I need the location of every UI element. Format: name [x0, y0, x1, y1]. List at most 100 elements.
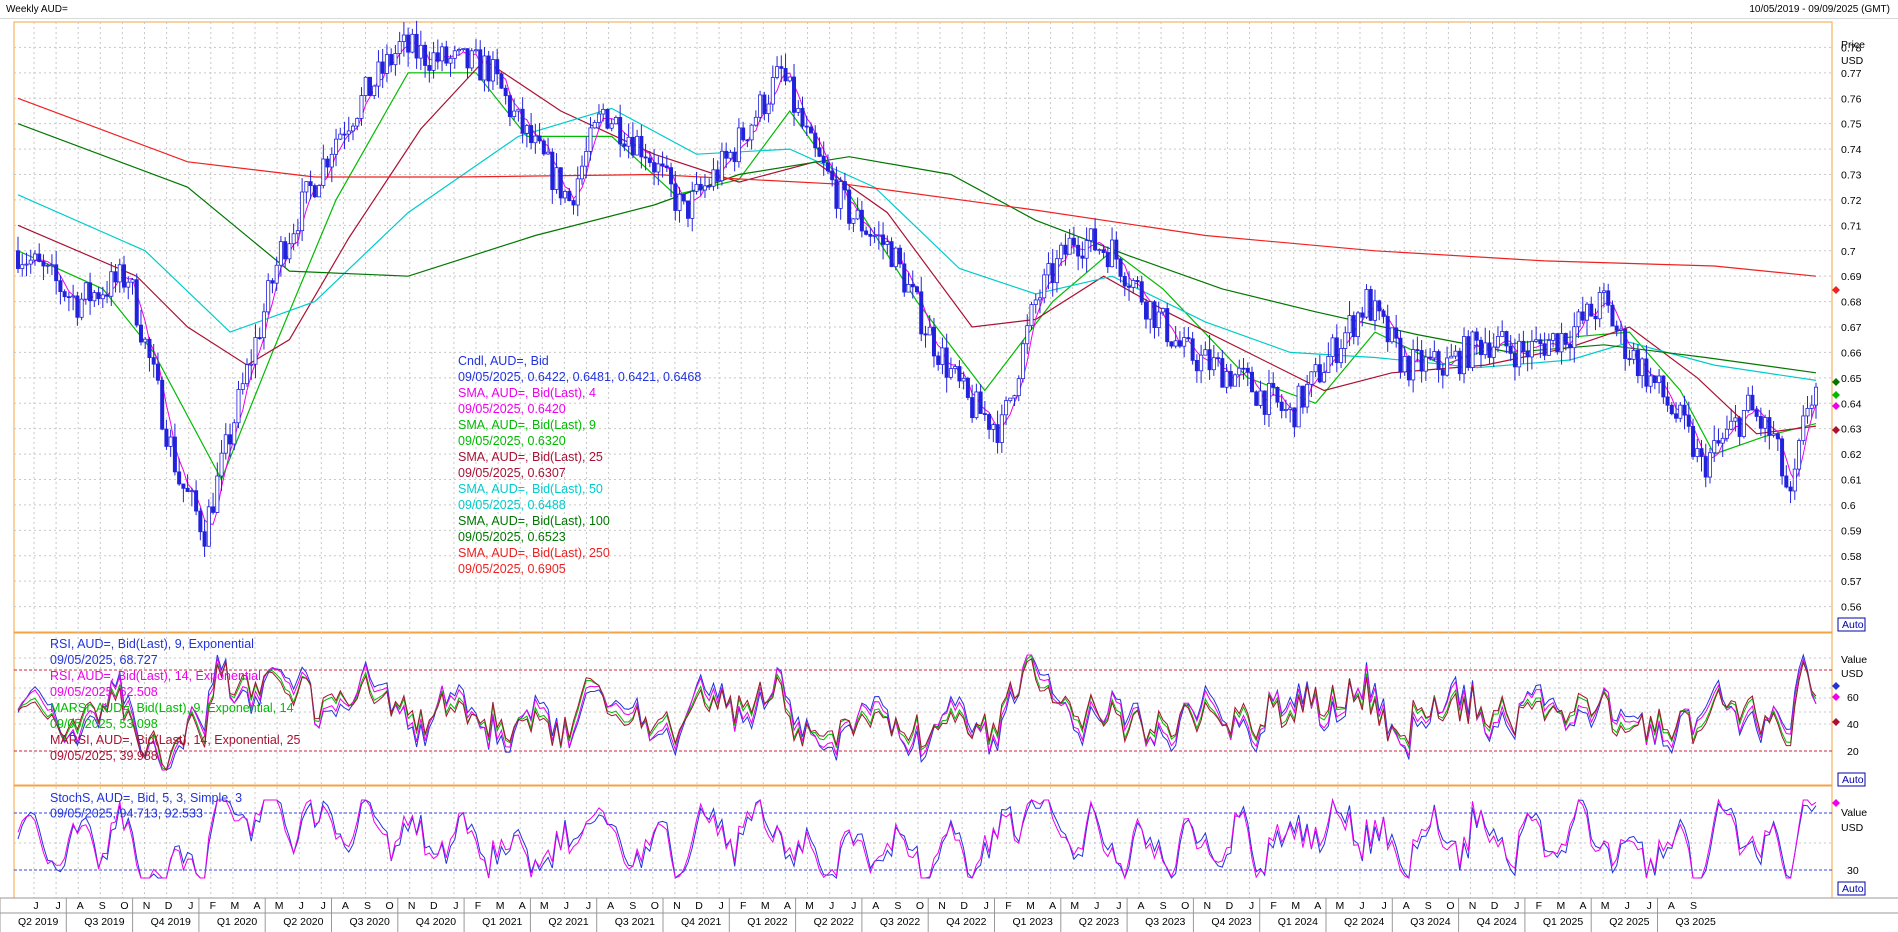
price-tick-label: 0.71 [1841, 220, 1862, 232]
candle-body [613, 117, 618, 125]
candle-body [1118, 258, 1123, 277]
price-tick-label: 0.57 [1841, 576, 1862, 588]
candle-body [372, 85, 377, 96]
candle-body [198, 510, 203, 533]
candle-body [919, 291, 924, 335]
candle-body [151, 357, 156, 365]
candle-body [223, 434, 228, 454]
candle-body [418, 44, 423, 59]
candle-body [1339, 348, 1344, 364]
month-label: S [99, 900, 106, 912]
candle-body [1169, 341, 1174, 347]
candle-body [274, 264, 279, 284]
svg-text:Auto: Auto [1842, 619, 1864, 631]
candle-body [1313, 364, 1318, 373]
month-label: M [1557, 900, 1566, 912]
candle-body [1008, 397, 1013, 402]
candle-body [775, 66, 780, 78]
candle-body [469, 50, 474, 69]
candle-body [338, 133, 343, 140]
candle-body [1801, 415, 1806, 442]
candle-body [257, 337, 262, 339]
month-label: O [916, 900, 924, 912]
candle-body [1402, 356, 1407, 373]
candle-body [1292, 407, 1297, 428]
rsi-auto-button[interactable]: Auto [1837, 772, 1866, 787]
candle-body [1703, 456, 1708, 478]
candle-body [681, 193, 686, 202]
candle-body [808, 126, 813, 134]
candle-body [825, 162, 830, 172]
candle-body [1411, 349, 1416, 381]
candle-body [367, 76, 372, 96]
candle-body [736, 127, 741, 163]
candle-body [686, 200, 691, 219]
candle-body [635, 135, 640, 156]
candle-body [1203, 349, 1208, 356]
month-label: M [496, 900, 505, 912]
candle-body [105, 294, 110, 297]
month-label: J [1094, 900, 1099, 912]
candle-body [995, 424, 1000, 443]
candle-body [1716, 440, 1721, 444]
candle-body [287, 243, 292, 260]
candle-body [1648, 375, 1653, 387]
candle-body [461, 48, 466, 51]
candle-body [1767, 417, 1772, 436]
month-label: F [1270, 900, 1276, 912]
candle-body [478, 49, 483, 81]
candle-body [889, 241, 894, 268]
candle-body [579, 165, 584, 180]
candle-body [1589, 303, 1594, 317]
month-label: A [253, 900, 260, 912]
quarter-label: Q1 2023 [1013, 916, 1053, 928]
candle-body [821, 155, 826, 164]
price-auto-button[interactable]: Auto [1837, 617, 1866, 632]
candle-body [1546, 339, 1551, 356]
stoch-auto-button[interactable]: Auto [1837, 881, 1866, 896]
candle-body [1046, 263, 1051, 276]
candle-body [1322, 372, 1327, 383]
candle-body [724, 150, 729, 159]
legend-label: StochS, AUD=, Bid, 5, 3, Simple, 3 [50, 791, 242, 805]
candle-body [796, 108, 801, 113]
candle-body [1572, 326, 1577, 349]
candle-body [138, 324, 143, 343]
candle-body [931, 326, 936, 357]
candle-body [431, 52, 436, 71]
candle-body [62, 291, 67, 298]
month-label: J [453, 900, 458, 912]
price-tick-label: 0.77 [1841, 68, 1862, 80]
month-label: J [1116, 900, 1121, 912]
candle-body [1160, 308, 1165, 313]
y-axis-ticks: 0.78 0.77 0.76 0.75 0.74 0.73 0.72 0.71 0.7 0.69 0… [1832, 42, 1862, 877]
candle-body [516, 108, 521, 112]
legend-value: 09/05/2025, 0.6307 [458, 466, 566, 480]
candle-body [728, 152, 733, 159]
candle-body [1300, 385, 1305, 408]
candle-body [329, 153, 334, 168]
candle-body [244, 364, 249, 385]
candle-body [1059, 244, 1064, 260]
candle-body [1097, 249, 1102, 252]
rsi-panel[interactable] [13, 632, 1833, 786]
candle-body [240, 383, 245, 390]
candle-body [787, 76, 792, 82]
candle-body [363, 76, 368, 96]
sma-lines [17, 40, 1817, 525]
candle-body [546, 151, 551, 155]
legend-value: 09/05/2025, 94.713, 92.533 [50, 807, 203, 821]
legend-label: SMA, AUD=, Bid(Last), 100 [458, 514, 610, 528]
candle-body [898, 247, 903, 265]
candle-body [134, 279, 139, 326]
quarter-label: Q4 2019 [151, 916, 191, 928]
value-marker [1832, 391, 1840, 399]
candle-body [834, 179, 839, 209]
candle-body [20, 264, 25, 269]
candle-body [1156, 311, 1161, 328]
candle-body [1199, 354, 1204, 372]
candle-body [1326, 356, 1331, 373]
candle-body [571, 200, 576, 206]
price-tick-label: 0.78 [1841, 42, 1862, 54]
